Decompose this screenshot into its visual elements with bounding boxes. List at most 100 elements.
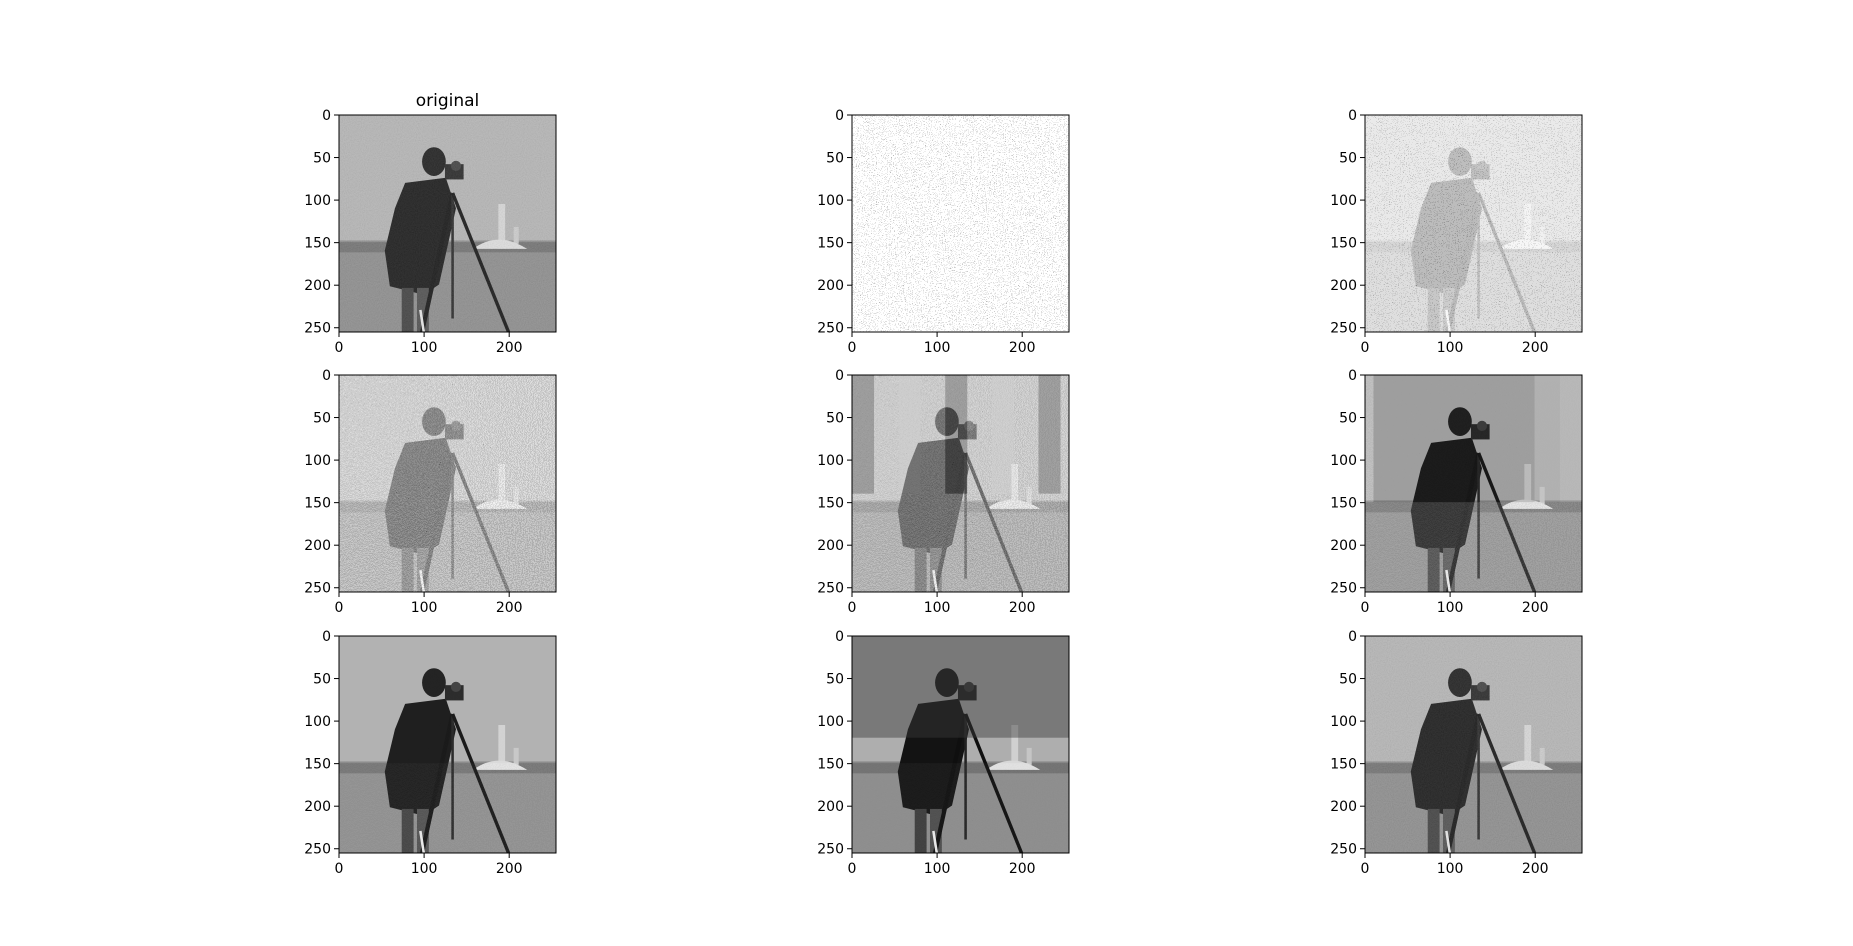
y-tick-label: 250 xyxy=(817,842,844,858)
y-tick-label: 200 xyxy=(1330,538,1357,554)
x-tick-label: 100 xyxy=(924,861,951,877)
panel-image xyxy=(1365,115,1582,332)
panel-image xyxy=(852,636,1069,853)
y-tick-label: 50 xyxy=(1339,672,1357,688)
x-tick-label: 100 xyxy=(411,861,438,877)
y-tick-label: 150 xyxy=(1330,496,1357,512)
panel-grid: 0 100 200 0 50 100 150 200 250 original 0 100 200 0 50… xyxy=(304,91,1583,877)
y-tick-label: 200 xyxy=(817,799,844,815)
image-panel: 0 100 200 0 50 100 150 200 250 xyxy=(817,368,1070,616)
axes-frame xyxy=(1364,374,1583,593)
y-tick-label: 100 xyxy=(304,714,331,730)
x-tick-label: 0 xyxy=(335,340,344,356)
x-tick-label: 200 xyxy=(496,340,523,356)
image-panel: 0 100 200 0 50 100 150 200 250 xyxy=(817,629,1070,877)
x-tick-label: 200 xyxy=(496,600,523,616)
x-tick-label: 200 xyxy=(1009,340,1036,356)
y-tick-label: 200 xyxy=(304,278,331,294)
x-tick-label: 0 xyxy=(848,340,857,356)
axes-frame xyxy=(1364,635,1583,854)
x-tick-label: 0 xyxy=(1361,600,1370,616)
y-tick-label: 150 xyxy=(1330,757,1357,773)
y-tick-label: 50 xyxy=(313,411,331,427)
y-tick-label: 100 xyxy=(1330,714,1357,730)
y-tick-label: 200 xyxy=(817,538,844,554)
y-tick-label: 250 xyxy=(1330,581,1357,597)
y-tick-label: 0 xyxy=(835,108,844,124)
y-tick-label: 150 xyxy=(817,496,844,512)
x-tick-label: 100 xyxy=(924,600,951,616)
x-tick-label: 0 xyxy=(848,600,857,616)
x-tick-label: 200 xyxy=(1522,340,1549,356)
y-tick-label: 150 xyxy=(1330,236,1357,252)
y-tick-label: 0 xyxy=(1348,629,1357,645)
y-tick-label: 250 xyxy=(304,842,331,858)
x-tick-label: 200 xyxy=(1522,600,1549,616)
panel-image xyxy=(339,636,556,853)
y-tick-label: 250 xyxy=(304,581,331,597)
y-tick-label: 0 xyxy=(322,368,331,384)
image-panel: 0 100 200 0 50 100 150 200 250 xyxy=(304,368,557,616)
panel-image xyxy=(1365,636,1582,853)
panel-image xyxy=(852,375,1069,592)
y-tick-label: 50 xyxy=(826,151,844,167)
axes-frame xyxy=(338,374,557,593)
y-tick-label: 0 xyxy=(835,629,844,645)
x-tick-label: 200 xyxy=(496,861,523,877)
y-tick-label: 0 xyxy=(1348,368,1357,384)
axes-frame xyxy=(851,635,1070,854)
axes-frame xyxy=(338,114,557,333)
y-tick-label: 200 xyxy=(1330,799,1357,815)
panel-title: original xyxy=(416,91,480,111)
y-tick-label: 50 xyxy=(313,151,331,167)
x-tick-label: 200 xyxy=(1009,600,1036,616)
x-tick-label: 0 xyxy=(848,861,857,877)
y-tick-label: 100 xyxy=(1330,453,1357,469)
y-tick-label: 50 xyxy=(1339,151,1357,167)
y-tick-label: 100 xyxy=(304,193,331,209)
y-tick-label: 200 xyxy=(817,278,844,294)
y-tick-label: 200 xyxy=(1330,278,1357,294)
y-tick-label: 250 xyxy=(1330,321,1357,337)
image-panel: 0 100 200 0 50 100 150 200 250 xyxy=(1330,368,1583,616)
x-tick-label: 0 xyxy=(1361,861,1370,877)
y-tick-label: 0 xyxy=(322,108,331,124)
x-tick-label: 100 xyxy=(1437,861,1464,877)
y-tick-label: 250 xyxy=(1330,842,1357,858)
axes-frame xyxy=(851,114,1070,333)
y-tick-label: 0 xyxy=(1348,108,1357,124)
y-tick-label: 100 xyxy=(304,453,331,469)
y-tick-label: 100 xyxy=(817,714,844,730)
y-tick-label: 50 xyxy=(1339,411,1357,427)
x-tick-label: 0 xyxy=(335,600,344,616)
panel-image xyxy=(1365,375,1582,592)
panel-image xyxy=(339,375,556,592)
x-tick-label: 100 xyxy=(411,600,438,616)
y-tick-label: 50 xyxy=(826,672,844,688)
y-tick-label: 200 xyxy=(304,538,331,554)
x-tick-label: 100 xyxy=(411,340,438,356)
x-tick-label: 200 xyxy=(1009,861,1036,877)
axes-frame xyxy=(1364,114,1583,333)
y-tick-label: 100 xyxy=(817,453,844,469)
panel-image xyxy=(852,115,1069,332)
x-tick-label: 100 xyxy=(1437,600,1464,616)
y-tick-label: 150 xyxy=(304,236,331,252)
x-tick-label: 100 xyxy=(924,340,951,356)
x-tick-label: 0 xyxy=(335,861,344,877)
y-tick-label: 100 xyxy=(817,193,844,209)
image-panel: 0 100 200 0 50 100 150 200 250 original xyxy=(304,91,557,356)
y-tick-label: 0 xyxy=(835,368,844,384)
y-tick-label: 50 xyxy=(313,672,331,688)
image-panel: 0 100 200 0 50 100 150 200 250 xyxy=(1330,629,1583,877)
x-tick-label: 200 xyxy=(1522,861,1549,877)
panel-image xyxy=(339,115,556,332)
axes-frame xyxy=(851,374,1070,593)
y-tick-label: 150 xyxy=(304,757,331,773)
y-tick-label: 150 xyxy=(817,757,844,773)
x-tick-label: 0 xyxy=(1361,340,1370,356)
y-tick-label: 50 xyxy=(826,411,844,427)
y-tick-label: 250 xyxy=(817,581,844,597)
y-tick-label: 150 xyxy=(304,496,331,512)
